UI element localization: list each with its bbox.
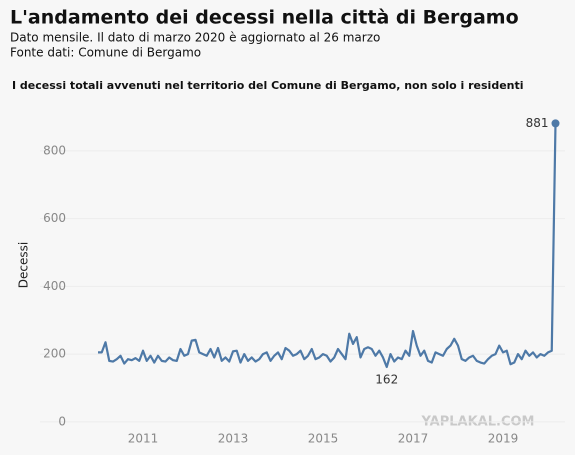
- data-label: 881: [526, 116, 549, 130]
- y-tick-label: 0: [58, 414, 66, 428]
- x-tick-label: 2017: [398, 432, 429, 446]
- end-point: [551, 119, 560, 128]
- y-tick-label: 400: [43, 279, 66, 293]
- y-tick-label: 800: [43, 143, 66, 157]
- title: L'andamento dei decessi nella città di B…: [10, 7, 519, 29]
- x-tick-label: 2015: [308, 432, 339, 446]
- x-tick-label: 2013: [218, 432, 249, 446]
- y-tick-label: 200: [43, 347, 66, 361]
- chart-title: I decessi totali avvenuti nel territorio…: [12, 79, 524, 92]
- subtitle: Dato mensile. Il dato di marzo 2020 è ag…: [10, 31, 380, 45]
- x-tick-label: 2011: [128, 432, 159, 446]
- y-axis-label: Decessi: [17, 242, 31, 288]
- source: Fonte dati: Comune di Bergamo: [10, 46, 201, 60]
- line: [98, 123, 557, 369]
- x-tick-label: 2019: [488, 432, 519, 446]
- data-label: 162: [375, 372, 398, 386]
- y-tick-label: 600: [43, 211, 66, 225]
